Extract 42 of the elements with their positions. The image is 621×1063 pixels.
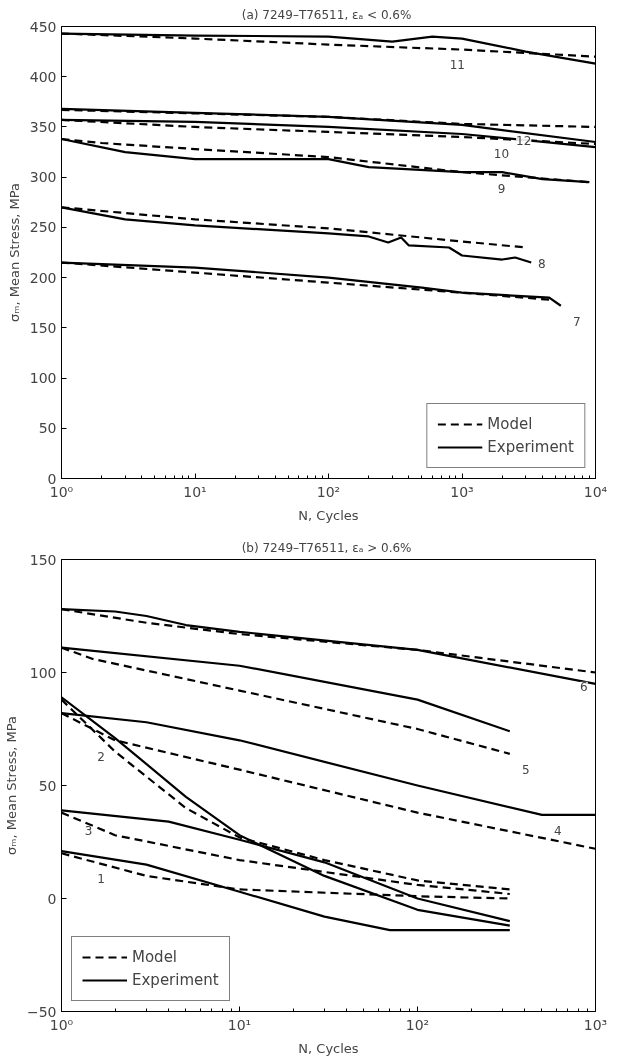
annotation: 7 [573, 315, 581, 330]
x-tick-label: 10³ [583, 1016, 608, 1033]
x-axis-title: N, Cycles [298, 507, 359, 523]
annotation: 10 [493, 147, 510, 162]
legend-label: Model [132, 948, 178, 966]
annotation: 11 [449, 58, 465, 73]
chart-title: (a) 7249–T76511, εₐ < 0.6% [241, 7, 412, 22]
y-tick-label: 150 [29, 551, 57, 568]
annotation: 5 [521, 763, 530, 778]
x-tick-label: 10⁴ [583, 483, 608, 500]
legend-label: Model [487, 415, 533, 433]
y-tick-label: 250 [29, 219, 57, 236]
y-tick-label: 50 [38, 420, 57, 437]
y-tick-label: 150 [29, 319, 57, 336]
y-tick-label: 400 [29, 68, 57, 85]
y-axis-title: σₘ, Mean Stress, MPa [6, 183, 22, 322]
y-tick-label: 50 [38, 777, 57, 794]
legend-label: Experiment [132, 971, 219, 989]
y-tick-label: 300 [29, 169, 57, 186]
annotation: 9 [497, 181, 506, 196]
y-tick-label: 200 [29, 269, 57, 286]
chart-title: (b) 7249–T76511, εₐ > 0.6% [241, 540, 412, 555]
y-tick-label: 100 [29, 370, 57, 387]
x-tick-label: 10² [405, 1016, 430, 1033]
x-axis-title: N, Cycles [298, 1040, 359, 1056]
annotation: 3 [84, 824, 93, 839]
x-tick-label: 10¹ [183, 483, 207, 500]
y-tick-label: 100 [29, 664, 57, 681]
y-tick-label: 350 [29, 118, 57, 135]
annotation: 8 [537, 256, 546, 271]
annotation: 1 [97, 871, 105, 886]
x-tick-label: 10¹ [227, 1016, 252, 1033]
y-tick-label: 450 [29, 18, 57, 35]
annotation: 4 [554, 824, 562, 839]
y-axis-title: σₘ, Mean Stress, MPa [3, 716, 19, 855]
x-tick-label: 10² [316, 483, 341, 500]
y-tick-label: 0 [47, 890, 57, 907]
x-tick-label: 10³ [450, 483, 474, 500]
annotation: 6 [580, 679, 588, 694]
legend-label: Experiment [487, 438, 574, 456]
annotation: 2 [97, 749, 105, 764]
annotation: 12 [516, 134, 532, 149]
